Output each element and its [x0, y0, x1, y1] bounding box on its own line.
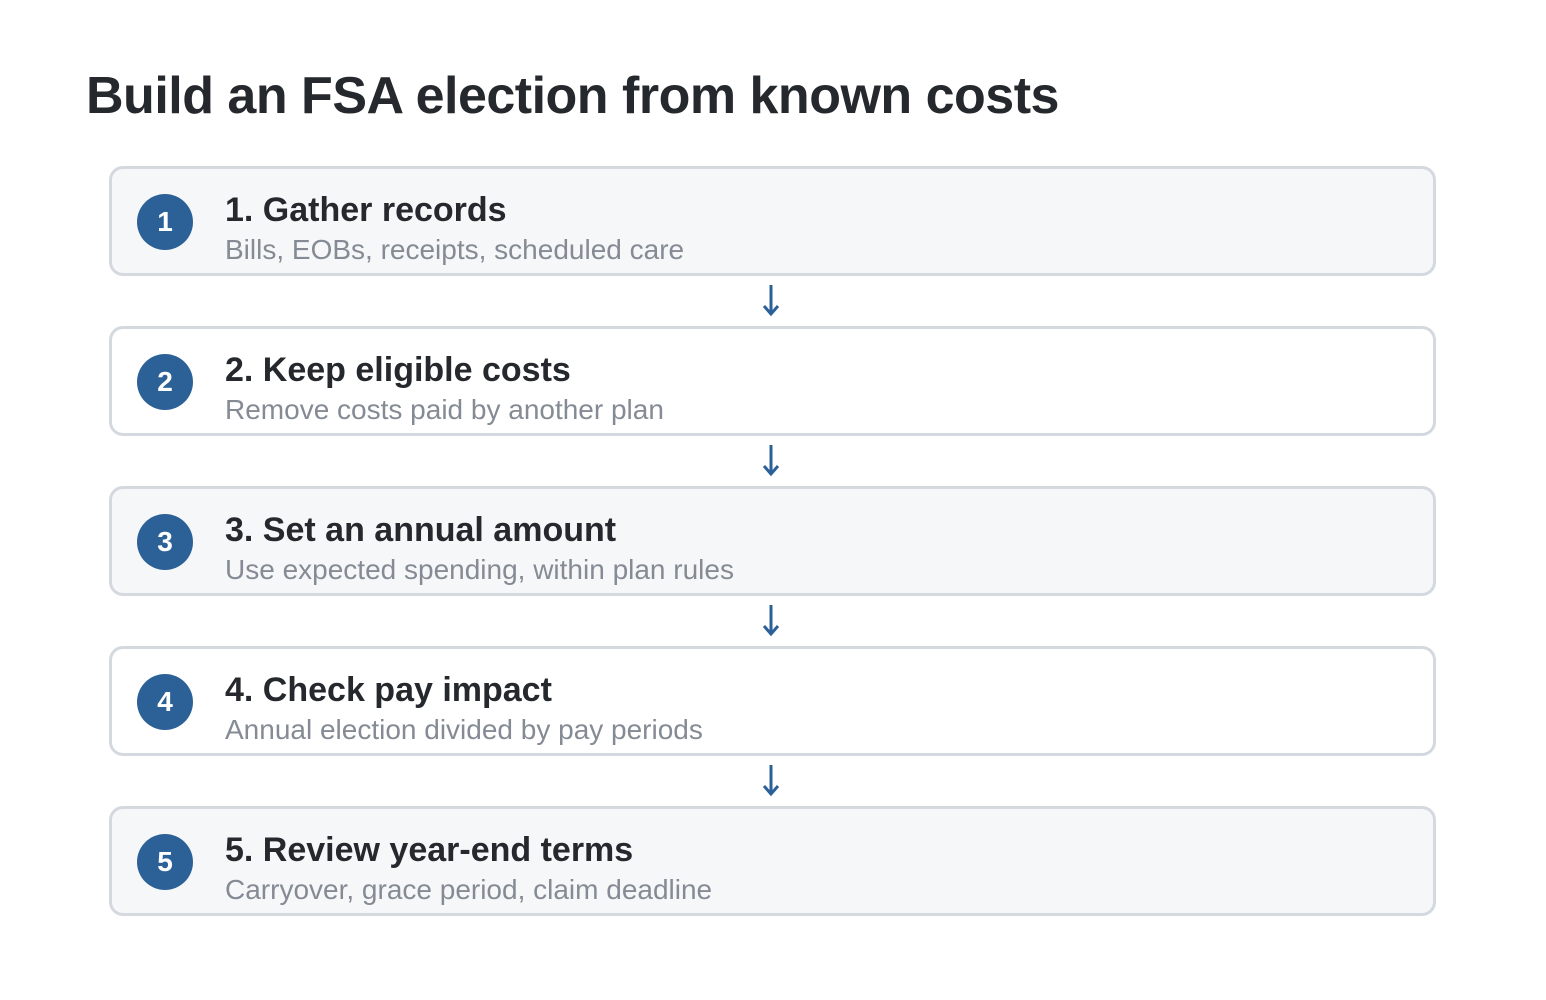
step-description-2: Remove costs paid by another plan [225, 394, 664, 425]
step-card-5: 5 5. Review year-end terms Carryover, gr… [109, 806, 1436, 916]
step-badge-5: 5 [137, 834, 193, 890]
step-description-1: Bills, EOBs, receipts, scheduled care [225, 234, 685, 265]
step-badge-3: 3 [137, 514, 193, 570]
step-card-1: 1 1. Gather records Bills, EOBs, receipt… [109, 166, 1436, 276]
step-card-2: 2 2. Keep eligible costs Remove costs pa… [109, 326, 1436, 436]
step-title-1: 1. Gather records [225, 191, 507, 229]
step-badge-4: 4 [137, 674, 193, 730]
step-card-3: 3 3. Set an annual amount Use expected s… [109, 486, 1436, 596]
arrow-down-icon [762, 445, 780, 477]
step-title-2: 2. Keep eligible costs [225, 351, 571, 389]
arrow-down-icon [762, 285, 780, 317]
arrow-down-icon [762, 765, 780, 797]
step-title-3: 3. Set an annual amount [225, 511, 617, 549]
arrow-down-icon [762, 605, 780, 637]
step-description-4: Annual election divided by pay periods [225, 714, 703, 745]
step-description-5: Carryover, grace period, claim deadline [225, 874, 713, 905]
step-description-3: Use expected spending, within plan rules [225, 554, 734, 585]
step-title-4: 4. Check pay impact [225, 671, 552, 709]
step-card-4: 4 4. Check pay impact Annual election di… [109, 646, 1436, 756]
step-badge-1: 1 [137, 194, 193, 250]
page-title: Build an FSA election from known costs [86, 67, 1059, 125]
step-badge-2: 2 [137, 354, 193, 410]
step-title-5: 5. Review year-end terms [225, 831, 634, 869]
